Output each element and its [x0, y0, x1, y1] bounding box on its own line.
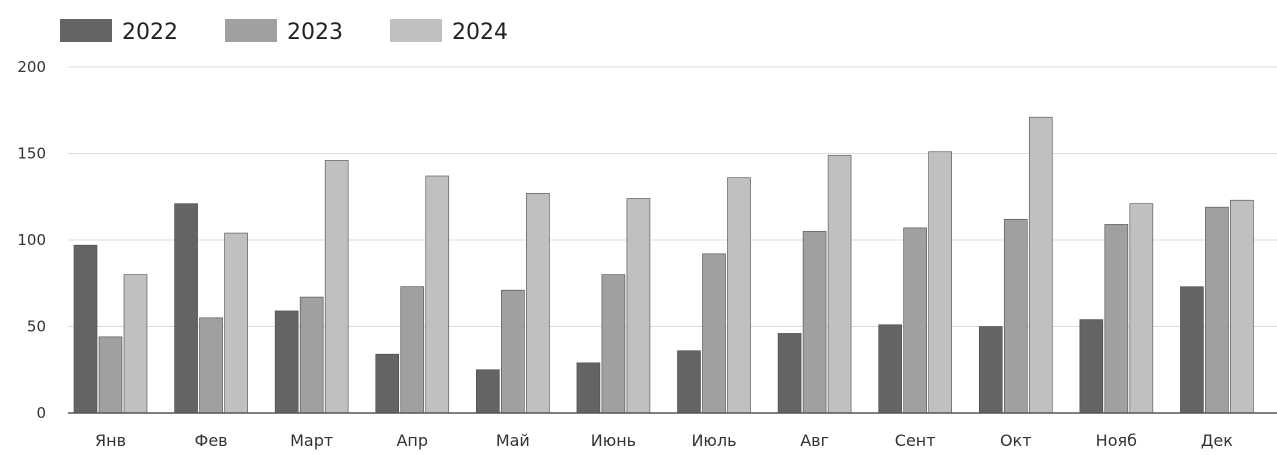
bar-2022-0 [73, 244, 98, 414]
x-tick-label: Май [496, 431, 530, 450]
bars [73, 116, 1254, 414]
x-tick-label: Июль [691, 431, 736, 450]
legend: 2022 2023 2024 [60, 19, 508, 45]
legend-label-2023: 2023 [287, 20, 343, 45]
legend-swatch-2023 [225, 19, 277, 42]
x-tick-label: Июнь [591, 431, 636, 450]
bar-2022-8 [878, 324, 902, 414]
bar-2024-1 [224, 232, 248, 414]
bar-2023-5 [601, 274, 626, 414]
bar-2022-2 [274, 310, 299, 414]
x-tick-label: Дек [1201, 431, 1233, 450]
bar-2022-3 [375, 353, 400, 414]
bar-2022-1 [174, 203, 198, 414]
bar-2023-9 [1003, 218, 1028, 414]
y-tick-labels: 0 50 100 150 200 [17, 58, 46, 422]
bar-2024-10 [1129, 203, 1154, 414]
bar-2022-4 [476, 369, 500, 414]
bar-2022-10 [1079, 319, 1104, 414]
x-tick-label: Янв [95, 431, 126, 450]
x-tick-label: Нояб [1096, 431, 1137, 450]
gridlines [68, 66, 1277, 327]
y-tick-label: 100 [17, 231, 46, 249]
bar-2023-11 [1205, 206, 1229, 414]
bar-2023-4 [501, 289, 525, 414]
legend-label-2024: 2024 [452, 20, 508, 45]
bar-2024-6 [727, 177, 751, 414]
x-tick-label: Сент [895, 431, 936, 450]
x-tick-label: Апр [396, 431, 428, 450]
legend-swatch-2022 [60, 19, 112, 42]
x-tick-label: Фев [195, 431, 228, 450]
y-tick-label: 50 [27, 318, 46, 336]
bar-2022-5 [576, 362, 601, 414]
bar-2024-4 [526, 192, 550, 414]
y-tick-label: 150 [17, 145, 46, 163]
legend-swatch-2024 [390, 19, 442, 42]
bar-2022-9 [978, 326, 1003, 414]
x-tick-label: Окт [1000, 431, 1032, 450]
bar-2024-11 [1230, 199, 1254, 414]
y-tick-label: 0 [36, 404, 46, 422]
bar-2024-3 [425, 175, 450, 414]
y-tick-label: 200 [17, 58, 46, 76]
bar-2024-2 [324, 160, 349, 414]
bar-2022-7 [777, 333, 802, 414]
bar-2024-7 [827, 154, 852, 414]
bar-2023-8 [903, 227, 927, 414]
bar-2023-1 [199, 317, 223, 414]
bar-2023-3 [400, 286, 425, 414]
bar-2024-0 [123, 274, 148, 414]
bar-2023-2 [299, 296, 324, 414]
bar-2023-10 [1104, 224, 1129, 414]
bar-2022-11 [1180, 286, 1204, 414]
bar-2023-6 [702, 253, 726, 414]
bar-2024-9 [1028, 116, 1053, 414]
x-tick-labels: Янв Фев Март Апр Май Июнь Июль Авг Сент Окт Нояб Де… [95, 431, 1233, 450]
x-tick-label: Авг [800, 431, 829, 450]
bar-2023-0 [98, 336, 123, 414]
legend-label-2022: 2022 [122, 20, 178, 45]
bar-2023-7 [802, 231, 827, 414]
bar-2024-8 [928, 151, 952, 414]
bar-2024-5 [626, 198, 651, 414]
bar-2022-6 [677, 350, 701, 414]
x-tick-label: Март [290, 431, 333, 450]
